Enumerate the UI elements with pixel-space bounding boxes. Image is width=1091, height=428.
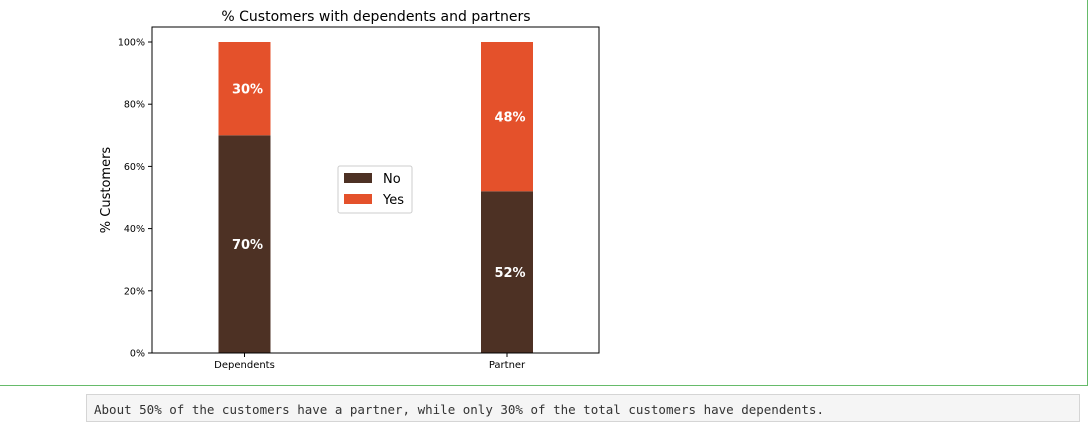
bar-dependents-yes [218,42,271,136]
plot-frame [151,26,600,354]
bar-dependents-no [218,135,271,353]
stacked-bar-chart: % Customers with dependents and partners… [99,9,600,371]
y-tick-label: 60% [124,162,145,173]
legend-swatch-yes [344,194,372,204]
y-tick-label: 80% [124,100,145,111]
bar-labels-group: 70% 30% 52% 48% [232,83,526,281]
bar-label-dependents-no: 70% [232,238,263,253]
bar-partner-yes [481,42,533,192]
markdown-text: About 50% of the customers have a partne… [94,402,824,417]
markdown-cell[interactable]: About 50% of the customers have a partne… [86,394,1080,422]
x-ticks-group: Dependents Partner [214,353,526,371]
bar-label-partner-yes: 48% [494,111,525,126]
x-tick-label-partner: Partner [489,360,526,371]
y-tick-label: 20% [124,286,145,297]
bar-partner-no [481,191,533,353]
chart-title: % Customers with dependents and partners [221,9,530,25]
bars-group [218,42,533,353]
legend-label-yes: Yes [382,193,404,208]
legend-label-no: No [383,172,401,187]
bar-label-dependents-yes: 30% [232,83,263,98]
output-cell: % Customers with dependents and partners… [0,0,1088,386]
y-tick-label: 40% [124,224,145,235]
x-tick-label-dependents: Dependents [214,360,275,371]
bar-label-partner-no: 52% [494,266,525,281]
legend: No Yes [337,165,413,214]
y-tick-label: 100% [118,38,145,49]
y-axis-label: % Customers [99,147,114,234]
y-ticks-group: 0% 20% 40% 60% 80% 100% [118,38,152,360]
legend-swatch-no [344,173,372,183]
y-tick-label: 0% [130,349,145,360]
